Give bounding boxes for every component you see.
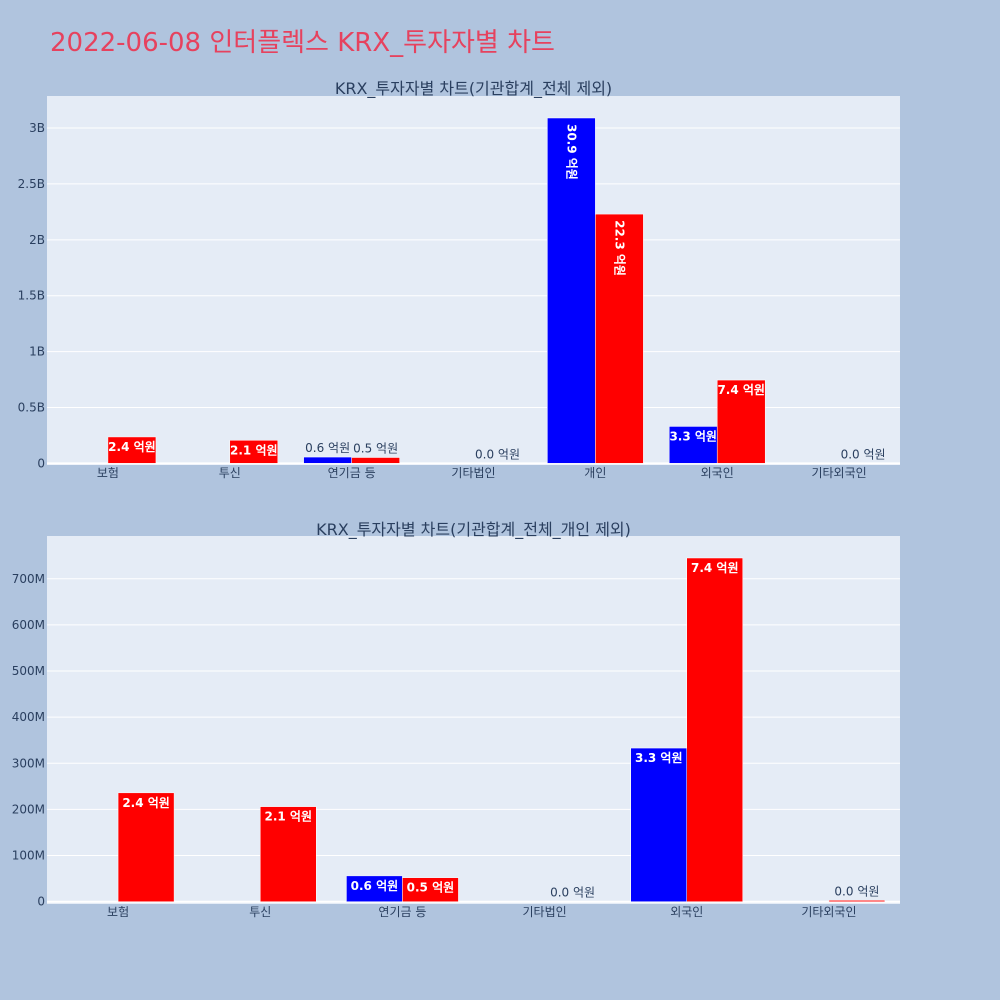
y-tick-label: 300M bbox=[12, 756, 45, 770]
data-label: 7.4 억원 bbox=[691, 561, 739, 575]
chart-title: KRX_투자자별 차트(기관합계_전체 제외) bbox=[335, 79, 612, 99]
chart-1: 0 0.5B 1B 1.5B 2B 2.5B 3B KRX_투자자별 차트(기관합계_전체 제… bbox=[18, 79, 900, 480]
data-label: 2.4 억원 bbox=[122, 796, 170, 810]
x-tick-label: 투신 bbox=[219, 466, 241, 480]
plot-area bbox=[47, 536, 900, 904]
data-label: 7.4 억원 bbox=[717, 383, 765, 397]
x-tick-label: 투신 bbox=[249, 905, 271, 919]
y-tick-label: 400M bbox=[12, 710, 45, 724]
data-label: 0.6 억원 bbox=[351, 879, 399, 893]
chart-2: 0 100M 200M 300M 400M 500M 600M 700M KRX_투자자별 차트… bbox=[12, 520, 900, 919]
page-title: 2022-06-08 인터플렉스 KRX_투자자별 차트 bbox=[50, 28, 555, 58]
bar bbox=[107, 436, 157, 464]
data-label: 0.0 억원 bbox=[475, 447, 520, 461]
y-tick-label: 600M bbox=[12, 618, 45, 632]
bar bbox=[229, 440, 279, 464]
data-label: 2.1 억원 bbox=[264, 810, 312, 824]
y-tick-label: 700M bbox=[12, 572, 45, 586]
data-label: 0.0 억원 bbox=[834, 884, 879, 898]
data-label: 2.1 억원 bbox=[230, 443, 278, 457]
bar bbox=[402, 877, 459, 902]
bar bbox=[595, 213, 644, 464]
bar bbox=[260, 806, 317, 902]
x-tick-label: 외국인 bbox=[670, 905, 703, 919]
bar bbox=[630, 747, 687, 902]
bar bbox=[346, 875, 403, 902]
data-label: 0.0 억원 bbox=[841, 447, 886, 461]
y-tick-label: 3B bbox=[29, 121, 45, 135]
bar bbox=[828, 900, 886, 902]
x-tick-label: 기타외국인 bbox=[801, 905, 856, 919]
y-tick-label: 200M bbox=[12, 802, 45, 816]
data-label: 3.3 억원 bbox=[635, 751, 683, 765]
chart-title: KRX_투자자별 차트(기관합계_전체_개인 제외) bbox=[316, 520, 631, 540]
data-label: 22.3 억원 bbox=[612, 220, 626, 276]
data-label: 0.6 억원 bbox=[305, 441, 350, 455]
plot-area bbox=[47, 96, 900, 465]
data-label: 0.5 억원 bbox=[353, 442, 398, 456]
bar bbox=[547, 117, 596, 464]
x-tick-label: 기타법인 bbox=[451, 466, 495, 480]
data-label: 3.3 억원 bbox=[669, 429, 717, 443]
x-tick-label: 연기금 등 bbox=[328, 466, 376, 480]
y-tick-label: 100M bbox=[12, 849, 45, 863]
y-tick-label: 2B bbox=[29, 233, 45, 247]
data-label: 0.5 억원 bbox=[407, 881, 455, 895]
y-tick-label: 0 bbox=[37, 895, 45, 909]
y-tick-label: 0.5B bbox=[18, 400, 45, 414]
bar bbox=[686, 557, 743, 902]
y-tick-label: 2.5B bbox=[18, 177, 45, 191]
bar bbox=[303, 456, 352, 464]
y-tick-label: 1.5B bbox=[18, 289, 45, 303]
data-label: 0.0 억원 bbox=[550, 886, 595, 900]
x-tick-label: 기타외국인 bbox=[811, 466, 866, 480]
bar bbox=[716, 379, 766, 464]
data-label: 2.4 억원 bbox=[108, 440, 156, 454]
y-tick-label: 0 bbox=[37, 456, 45, 470]
bar bbox=[117, 792, 175, 902]
y-tick-label: 1B bbox=[29, 345, 45, 359]
bar bbox=[351, 457, 400, 464]
x-tick-label: 기타법인 bbox=[522, 905, 566, 919]
x-tick-label: 외국인 bbox=[701, 466, 734, 480]
data-label: 30.9 억원 bbox=[564, 124, 578, 180]
x-tick-label: 개인 bbox=[584, 466, 606, 480]
x-tick-label: 보험 bbox=[107, 905, 129, 919]
y-tick-label: 500M bbox=[12, 664, 45, 678]
bar bbox=[668, 426, 718, 464]
x-tick-label: 보험 bbox=[97, 466, 119, 480]
x-tick-label: 연기금 등 bbox=[378, 905, 426, 919]
